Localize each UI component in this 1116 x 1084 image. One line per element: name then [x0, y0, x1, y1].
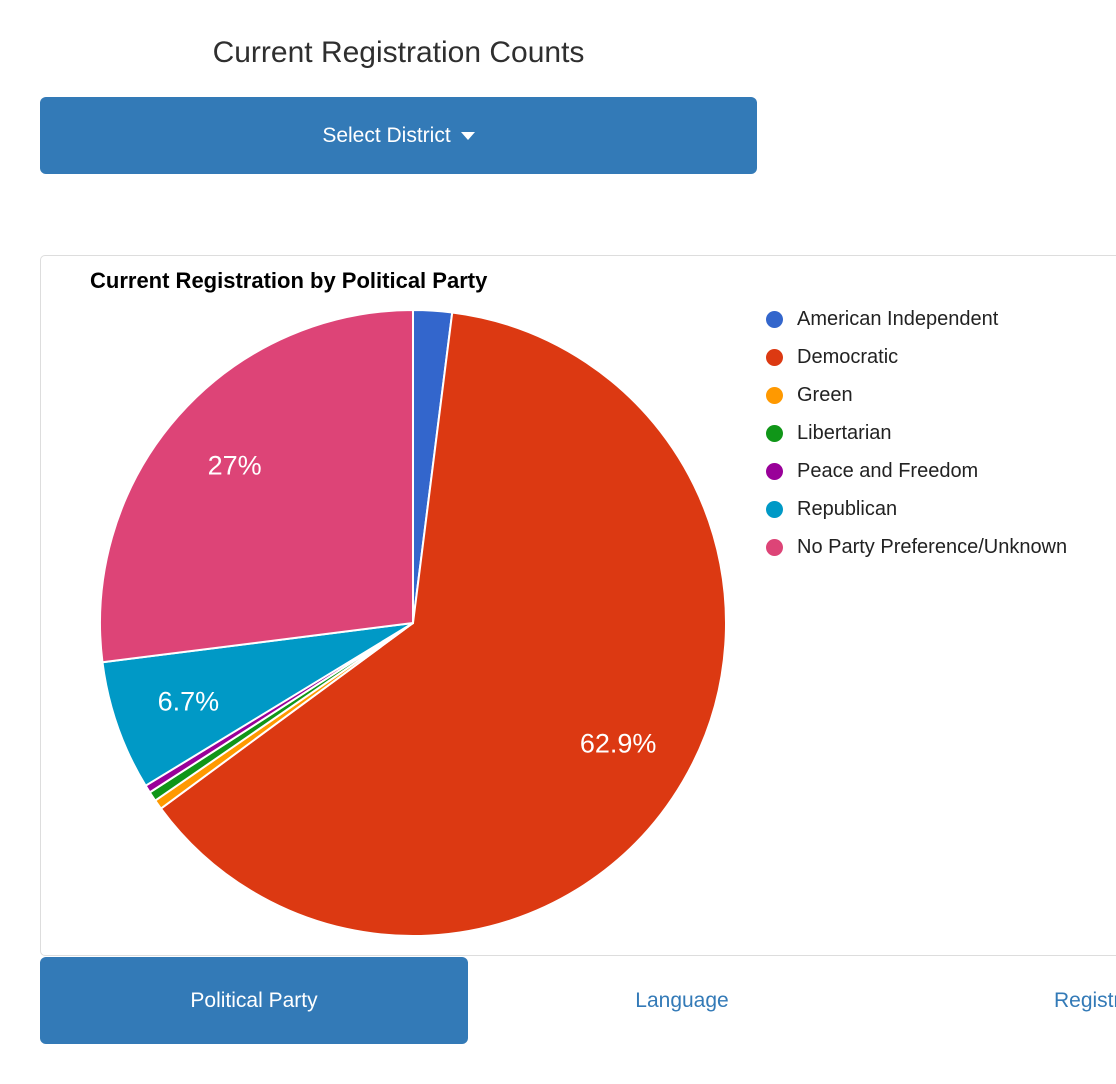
page-title: Current Registration Counts — [212, 36, 585, 69]
legend-item: American Independent — [766, 300, 1116, 338]
legend-swatch-icon — [766, 386, 783, 404]
select-district-label: Select District — [322, 123, 451, 147]
legend-swatch-icon — [766, 538, 783, 556]
pie-slice[interactable] — [159, 311, 727, 937]
legend-label: American Independent — [797, 307, 999, 330]
legend-item: No Party Preference/Unknown — [766, 528, 1116, 566]
legend-swatch-icon — [766, 310, 783, 328]
tab-registration[interactable]: Registration — [896, 957, 1116, 1044]
legend-item: Green — [766, 376, 1116, 414]
chart-legend: American Independent Democratic Green Liber… — [766, 300, 1116, 566]
select-district-button[interactable]: Select District — [40, 97, 757, 174]
pie-slice[interactable] — [101, 622, 414, 787]
legend-item: Peace and Freedom — [766, 452, 1116, 490]
legend-label: Libertarian — [797, 421, 892, 444]
legend-swatch-icon — [766, 348, 783, 366]
bottom-tabs: Political PartyLanguageRegistration — [40, 957, 1116, 1044]
legend-swatch-icon — [766, 462, 783, 480]
legend-label: Republican — [797, 497, 898, 520]
chart-title: Current Registration by Political Party — [90, 268, 488, 293]
pie-slice[interactable] — [99, 309, 414, 664]
pie-slice-label: 6.7% — [158, 687, 220, 717]
pie-slice-label: 62.9% — [580, 728, 657, 758]
chevron-down-icon — [460, 131, 475, 140]
legend-item: Libertarian — [766, 414, 1116, 452]
legend-item: Democratic — [766, 338, 1116, 376]
pie-slice-label: 27% — [208, 451, 262, 481]
pie-chart[interactable]: 62.9% 6.7% 27% — [97, 307, 729, 939]
legend-label: No Party Preference/Unknown — [797, 535, 1068, 558]
legend-item: Republican — [766, 490, 1116, 528]
legend-swatch-icon — [766, 424, 783, 442]
tab-language[interactable]: Language — [468, 957, 896, 1044]
tab-political-party[interactable]: Political Party — [40, 957, 468, 1044]
legend-label: Peace and Freedom — [797, 459, 979, 482]
legend-label: Green — [797, 383, 853, 406]
legend-label: Democratic — [797, 345, 899, 368]
legend-swatch-icon — [766, 500, 783, 518]
